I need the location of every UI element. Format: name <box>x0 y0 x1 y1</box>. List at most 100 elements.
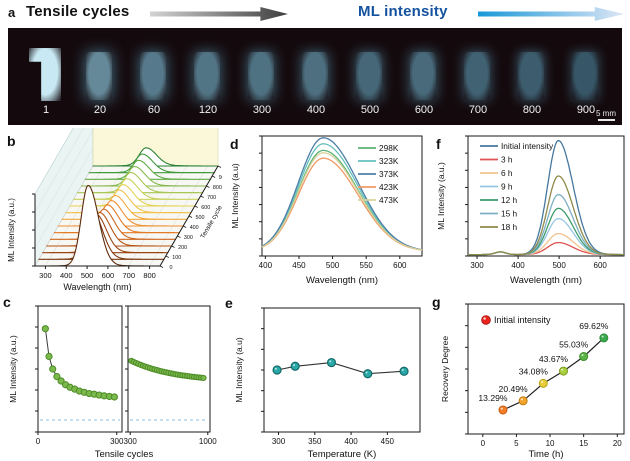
figure-header: a Tensile cycles ML intensity <box>0 0 630 28</box>
panel-f-chart: 300 400 500 600 Wavelength (nm) ML Intensity … <box>436 135 625 286</box>
ml-sample-cycle-count: 600 <box>414 104 434 116</box>
tensile-cycles-arrow-icon <box>150 7 288 21</box>
ml-sample: 120 <box>181 28 235 125</box>
svg-text:473K: 473K <box>379 195 399 205</box>
svg-text:400: 400 <box>60 271 73 280</box>
panel-b-label: b <box>7 133 16 149</box>
svg-text:10: 10 <box>546 439 555 448</box>
ml-sample-cycle-count: 900 <box>576 104 596 116</box>
svg-text:350: 350 <box>308 437 322 446</box>
svg-text:9 h: 9 h <box>501 181 513 191</box>
ml-sample: 60 <box>127 28 181 125</box>
ml-sample-glow <box>572 52 598 100</box>
panel-c-label: c <box>3 294 11 310</box>
svg-text:373K: 373K <box>379 169 399 179</box>
svg-text:500: 500 <box>552 261 566 270</box>
svg-text:300: 300 <box>110 437 124 446</box>
svg-text:6 h: 6 h <box>501 168 513 178</box>
ml-sample-glow <box>302 52 328 100</box>
ml-sample-glow <box>464 52 490 100</box>
svg-text:550: 550 <box>360 261 374 270</box>
ml-sample-cycle-count: 120 <box>198 104 218 116</box>
ml-sample: 20 <box>73 28 127 125</box>
svg-text:298K: 298K <box>379 143 399 153</box>
svg-text:400: 400 <box>259 261 273 270</box>
scale-bar-line <box>597 119 615 121</box>
svg-text:400: 400 <box>190 225 199 231</box>
ml-sample: 700 <box>451 28 505 125</box>
svg-text:600: 600 <box>102 271 115 280</box>
ml-sample-cycle-count: 800 <box>522 104 542 116</box>
svg-text:69.62%: 69.62% <box>579 321 609 331</box>
ml-sample-glow <box>248 52 274 100</box>
svg-text:Time (h): Time (h) <box>528 449 563 460</box>
svg-text:200: 200 <box>178 245 187 251</box>
svg-text:13.29%: 13.29% <box>478 393 508 403</box>
svg-text:423K: 423K <box>379 182 399 192</box>
svg-text:300: 300 <box>184 235 193 241</box>
svg-text:600: 600 <box>594 261 608 270</box>
svg-text:20: 20 <box>613 439 622 448</box>
svg-text:600: 600 <box>393 261 407 270</box>
ml-sample: 300 <box>235 28 289 125</box>
svg-text:500: 500 <box>81 271 94 280</box>
ml-sample: 600 <box>397 28 451 125</box>
svg-text:300: 300 <box>39 271 52 280</box>
svg-text:5: 5 <box>514 439 519 448</box>
svg-text:450: 450 <box>381 437 395 446</box>
panel-f-label: f <box>436 136 441 152</box>
svg-text:400: 400 <box>344 437 358 446</box>
svg-text:Initial intensity: Initial intensity <box>501 141 554 151</box>
svg-text:0: 0 <box>481 439 486 448</box>
svg-text:400: 400 <box>511 261 525 270</box>
ml-sample-cycle-count: 20 <box>93 104 107 116</box>
tensile-cycles-title: Tensile cycles <box>26 3 130 20</box>
ml-sample-cycle-count: 300 <box>252 104 272 116</box>
svg-text:600: 600 <box>201 205 210 211</box>
ml-sample: 500 <box>343 28 397 125</box>
svg-text:323K: 323K <box>379 156 399 166</box>
ml-sample-glow <box>356 52 382 100</box>
svg-text:450: 450 <box>292 261 306 270</box>
ml-sample: 400 <box>289 28 343 125</box>
svg-text:300: 300 <box>124 437 138 446</box>
svg-text:300: 300 <box>272 437 286 446</box>
svg-text:Wavelength (nm): Wavelength (nm) <box>63 282 131 292</box>
ml-sample-glow <box>194 52 220 100</box>
svg-text:15: 15 <box>579 439 588 448</box>
svg-text:900: 900 <box>219 175 222 181</box>
ml-sample-cycle-count: 400 <box>306 104 326 116</box>
ml-sample: 900 <box>559 28 613 125</box>
ml-sample-cycle-count: 500 <box>360 104 380 116</box>
svg-text:Initial intensity: Initial intensity <box>494 315 551 325</box>
ml-sample-glow <box>140 52 166 100</box>
svg-text:100: 100 <box>172 255 181 261</box>
panel-d-label: d <box>230 136 239 152</box>
svg-text:Wavelength (nm): Wavelength (nm) <box>306 275 378 286</box>
svg-text:300: 300 <box>470 261 484 270</box>
panel-b-chart: ML Intensity (a.u.) 300 400 500 600 700 800 Wav… <box>7 128 222 292</box>
svg-text:20.49%: 20.49% <box>499 384 529 394</box>
ml-sample-glow <box>86 52 112 100</box>
panel-g-label: g <box>432 294 441 310</box>
svg-text:Wavelength (nm): Wavelength (nm) <box>510 275 582 286</box>
scale-bar-label: 5 mm <box>596 109 616 118</box>
svg-text:18 h: 18 h <box>501 222 518 232</box>
svg-text:0: 0 <box>170 265 173 271</box>
ml-intensity-title: ML intensity <box>358 3 448 20</box>
svg-text:500: 500 <box>196 215 205 221</box>
svg-text:Tensile cycles: Tensile cycles <box>95 449 154 460</box>
svg-text:43.67%: 43.67% <box>539 354 569 364</box>
panel-e-chart: 300 350 400 450 ML Intensity (a.u) Temperatur… <box>234 307 421 460</box>
svg-text:700: 700 <box>207 195 216 201</box>
svg-text:800: 800 <box>213 185 222 191</box>
svg-text:ML Intensity (a.u): ML Intensity (a.u) <box>230 163 240 229</box>
svg-text:Temperature (K): Temperature (K) <box>308 449 377 460</box>
photo-strip: 5 mm 1 20 60 120 300 400 500 600 700 800 900 <box>8 28 622 125</box>
svg-text:0: 0 <box>36 437 41 446</box>
svg-text:3 h: 3 h <box>501 154 513 164</box>
svg-text:34.08%: 34.08% <box>519 366 549 376</box>
panel-d-chart: 400 450 500 550 600 Wavelength (nm) ML Intensi… <box>230 135 423 286</box>
svg-text:1000: 1000 <box>199 437 217 446</box>
